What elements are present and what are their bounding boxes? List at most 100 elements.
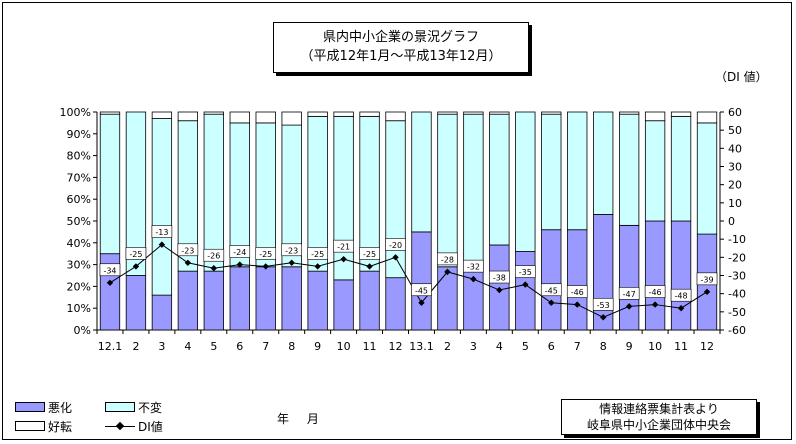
legend-swatch-improved	[15, 421, 45, 431]
bar-improved	[644, 111, 666, 122]
legend-item-improved: 好転	[15, 418, 72, 434]
x-axis-tick-label: 4	[496, 340, 503, 353]
di-data-label: -20	[389, 241, 402, 250]
bar-unchanged	[670, 115, 692, 222]
bar-improved	[99, 111, 121, 115]
x-axis-tick-label: 7	[574, 340, 581, 353]
bar-unchanged	[411, 111, 432, 233]
di-point	[340, 255, 347, 263]
di-label-box	[489, 270, 510, 284]
di-data-label: -53	[597, 301, 610, 310]
di-point	[625, 303, 633, 310]
di-label-box	[307, 247, 328, 260]
x-axis-tick-label: 9	[626, 340, 633, 353]
left-axis-tick-label: 80%	[67, 150, 91, 163]
di-data-label: -23	[181, 246, 194, 255]
di-data-label: -38	[493, 274, 506, 283]
chart-title: 県内中小企業の景況グラフ	[322, 30, 479, 45]
bar-unchanged	[437, 113, 458, 268]
di-point	[392, 254, 399, 261]
x-axis-tick-label: 5	[522, 340, 529, 353]
di-point	[106, 279, 114, 286]
bar-improved	[151, 111, 173, 119]
bar-deteriorated	[515, 251, 536, 331]
bar-improved	[541, 111, 562, 115]
right-axis-tick-label: -10	[728, 233, 746, 246]
bar-deteriorated	[229, 266, 250, 331]
di-point	[574, 301, 581, 308]
di-label-box	[463, 259, 484, 273]
bar-unchanged	[125, 111, 147, 276]
x-axis-tick-label: 8	[288, 340, 295, 353]
bar-improved	[489, 111, 510, 115]
bar-improved	[255, 111, 276, 124]
left-axis-tick-label: 10%	[67, 302, 91, 315]
di-point	[470, 275, 477, 283]
right-axis-tick-label: 10	[728, 197, 742, 210]
bar-deteriorated	[463, 264, 484, 331]
legend-swatch-deteriorated	[15, 402, 45, 412]
legend-label-improved: 好転	[48, 419, 73, 434]
bar-unchanged	[255, 122, 276, 268]
bar-improved	[463, 111, 484, 115]
bar-deteriorated	[307, 270, 328, 331]
left-axis-tick-label: 20%	[67, 280, 91, 293]
source-line-1: 情報連絡票集計表より	[599, 402, 719, 416]
di-data-label: -46	[571, 288, 584, 297]
bar-unchanged	[99, 113, 121, 255]
legend-item-deteriorated: 悪化	[15, 399, 72, 415]
di-label-box	[644, 285, 666, 298]
bar-deteriorated	[567, 229, 588, 331]
di-label-box	[255, 247, 277, 260]
bar-unchanged	[333, 115, 354, 281]
bar-deteriorated	[618, 224, 640, 331]
di-point	[599, 314, 607, 321]
di-data-label: -46	[649, 288, 662, 297]
bar-improved	[437, 111, 458, 115]
di-point	[236, 261, 243, 268]
legend-line-di-icon	[105, 421, 135, 431]
bar-deteriorated	[203, 270, 224, 331]
bar-unchanged	[229, 122, 250, 268]
x-axis-tick-label: 10	[337, 340, 351, 353]
x-axis-tick-label: 8	[600, 340, 607, 353]
bar-unchanged	[618, 113, 640, 226]
left-axis-tick-label: 30%	[67, 259, 91, 272]
di-label-box	[99, 263, 121, 277]
di-label-box	[696, 272, 718, 286]
x-axis-tick-label: 5	[210, 340, 217, 353]
right-axis-tick-label: 0	[728, 215, 735, 228]
right-axis-unit: （DI 値）	[715, 70, 768, 84]
legend-item-di: DI値	[105, 418, 163, 434]
di-data-label: -21	[337, 243, 350, 252]
right-axis-tick-label: -50	[728, 306, 746, 319]
bar-deteriorated	[359, 270, 380, 331]
source-line-2: 岐阜県中小企業団体中央会	[586, 418, 731, 432]
x-axis-tick-label: 12.1	[98, 340, 123, 353]
bar-unchanged	[151, 118, 173, 296]
bar-unchanged	[541, 113, 562, 231]
di-data-label: -28	[441, 255, 454, 264]
x-axis-tick-label: 3	[470, 340, 477, 353]
di-point	[522, 281, 529, 288]
di-point	[548, 299, 555, 306]
bar-improved	[333, 111, 354, 117]
x-axis-tick-label: 3	[158, 340, 165, 353]
legend-swatch-unchanged	[105, 402, 135, 412]
right-axis-tick-label: -20	[728, 251, 746, 264]
di-data-label: -45	[415, 286, 428, 295]
di-label-box	[618, 287, 640, 300]
di-point	[288, 259, 295, 266]
di-point	[444, 268, 451, 276]
di-data-label: -32	[467, 263, 480, 272]
di-data-label: -23	[285, 246, 298, 255]
source-note-box: 情報連絡票集計表より 岐阜県中小企業団体中央会	[561, 399, 757, 435]
right-axis-tick-label: 30	[728, 161, 742, 174]
di-data-label: -48	[675, 292, 688, 301]
di-data-label: -25	[259, 250, 272, 259]
di-data-label: -47	[623, 290, 636, 299]
left-axis-tick-label: 90%	[67, 128, 91, 141]
right-axis-tick-label: 20	[728, 179, 742, 192]
di-label-box	[333, 239, 354, 253]
